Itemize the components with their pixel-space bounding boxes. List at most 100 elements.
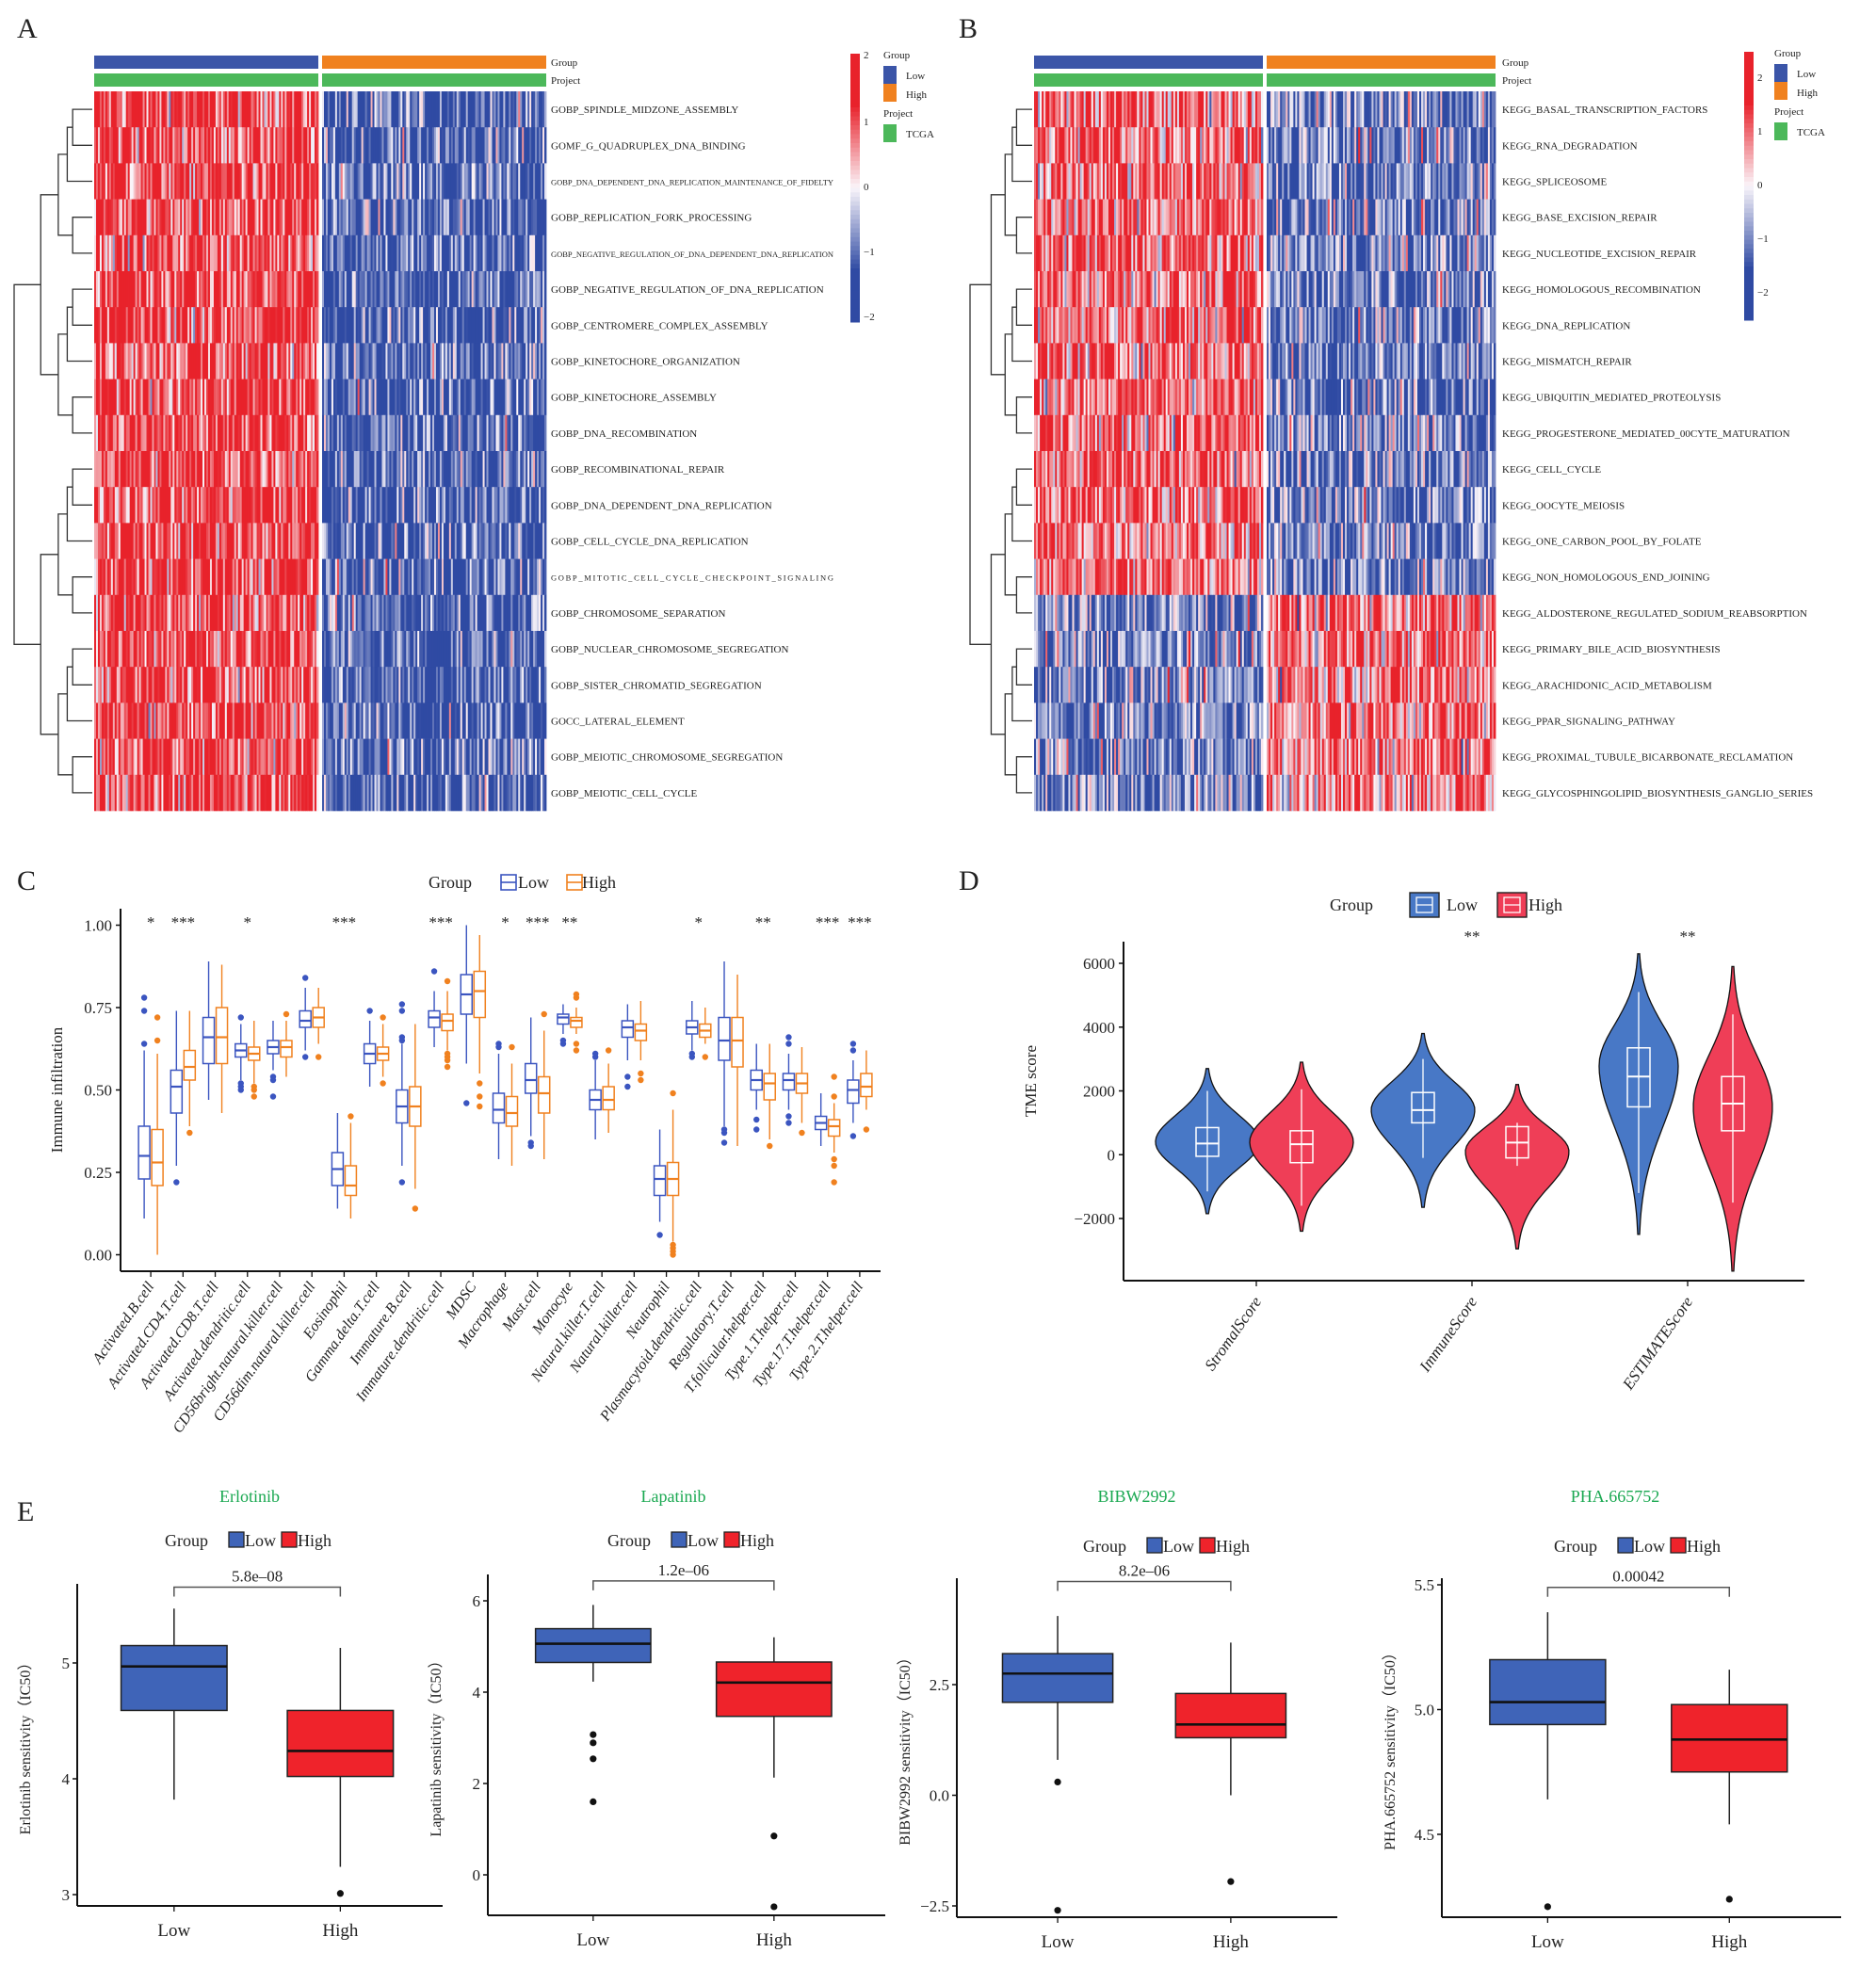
heatmap-cell [385, 91, 388, 128]
heatmap-cell [359, 702, 363, 739]
heatmap-cell [137, 414, 139, 452]
heatmap-cell [224, 307, 228, 344]
heatmap-cell [490, 414, 493, 452]
heatmap-cell [393, 343, 396, 379]
heatmap-cell [186, 487, 188, 524]
heatmap-cell [357, 702, 361, 739]
heatmap-cell [495, 379, 498, 416]
heatmap-cell [327, 523, 331, 559]
heatmap-cell [264, 451, 267, 488]
heatmap-cell [475, 523, 478, 559]
heatmap-cell [432, 738, 435, 776]
heatmap-cell [301, 702, 304, 739]
heatmap-cell [235, 234, 239, 272]
heatmap-cell [167, 667, 170, 703]
heatmap-cell [507, 667, 509, 703]
heatmap-cell [146, 487, 149, 524]
heatmap-cell [484, 307, 487, 344]
heatmap-cell [501, 343, 504, 379]
heatmap-cell [186, 91, 188, 128]
heatmap-cell [251, 91, 253, 128]
heatmap-cell [452, 271, 456, 308]
heatmap-cell [463, 414, 467, 452]
heatmap-cell [473, 487, 477, 524]
heatmap-cell [499, 667, 502, 703]
heatmap-cell [458, 271, 461, 308]
heatmap-cell [131, 91, 135, 128]
heatmap-cell [368, 558, 371, 596]
heatmap-cell [266, 271, 268, 308]
heatmap-cell [376, 163, 379, 200]
heatmap-cell [381, 163, 384, 200]
heatmap-cell [503, 667, 506, 703]
heatmap-cell [378, 631, 380, 668]
heatmap-cell [224, 487, 228, 524]
heatmap-cell [252, 234, 255, 272]
heatmap-cell [327, 271, 331, 308]
heatmap-cell [417, 451, 420, 488]
heatmap-cell [235, 379, 239, 416]
heatmap-cell [477, 127, 479, 164]
heatmap-cell [167, 487, 170, 524]
heatmap-cell [391, 343, 394, 379]
heatmap-cell [239, 558, 243, 596]
heatmap-cell [434, 738, 437, 776]
heatmap-cell [146, 163, 149, 200]
heatmap-cell [237, 523, 241, 559]
heatmap-cell [430, 234, 433, 272]
heatmap-cell [182, 558, 185, 596]
heatmap-cell [539, 163, 542, 200]
heatmap-cell [161, 379, 164, 416]
heatmap-cell [370, 234, 373, 272]
heatmap-cell [505, 702, 508, 739]
heatmap-cell [452, 631, 456, 668]
heatmap-cell [398, 379, 401, 416]
heatmap-cell [209, 702, 213, 739]
heatmap-cell [137, 631, 139, 668]
heatmap-cell [499, 702, 502, 739]
heatmap-cell [348, 667, 351, 703]
heatmap-cell [370, 91, 373, 128]
heatmap-cell [206, 199, 209, 236]
heatmap-cell [163, 667, 166, 703]
heatmap-cell [541, 702, 543, 739]
heatmap-cell [120, 379, 123, 416]
heatmap-cell [510, 523, 513, 559]
heatmap-cell [374, 594, 377, 632]
heatmap-cell [412, 631, 414, 668]
heatmap-cell [218, 91, 222, 128]
heatmap-cell [404, 271, 407, 308]
heatmap-cell [152, 414, 154, 452]
heatmap-cell [329, 271, 332, 308]
heatmap-cell [260, 414, 263, 452]
heatmap-cell [105, 451, 108, 488]
heatmap-cell [131, 558, 135, 596]
heatmap-cell [290, 702, 293, 739]
heatmap-cell [204, 414, 207, 452]
heatmap-cell [432, 558, 435, 596]
heatmap-cell [197, 738, 200, 776]
heatmap-cell [155, 631, 158, 668]
heatmap-cell [439, 234, 443, 272]
heatmap-cell [174, 487, 177, 524]
heatmap-cell [298, 127, 300, 164]
heatmap-cell [480, 738, 483, 776]
heatmap-cell [469, 91, 473, 128]
heatmap-cell [108, 631, 112, 668]
heatmap-cell [243, 343, 247, 379]
heatmap-cell [334, 451, 338, 488]
heatmap-cell [404, 163, 407, 200]
heatmap-cell [301, 199, 304, 236]
heatmap-cell [456, 234, 460, 272]
heatmap-cell [364, 127, 367, 164]
heatmap-cell [249, 451, 251, 488]
heatmap-cell [527, 343, 530, 379]
heatmap-cell [396, 667, 399, 703]
heatmap-cell [281, 558, 283, 596]
heatmap-cell [170, 702, 173, 739]
heatmap-cell [526, 451, 528, 488]
heatmap-cell [507, 702, 509, 739]
heatmap-cell [412, 451, 414, 488]
heatmap-cell [370, 451, 373, 488]
heatmap-cell [260, 702, 263, 739]
